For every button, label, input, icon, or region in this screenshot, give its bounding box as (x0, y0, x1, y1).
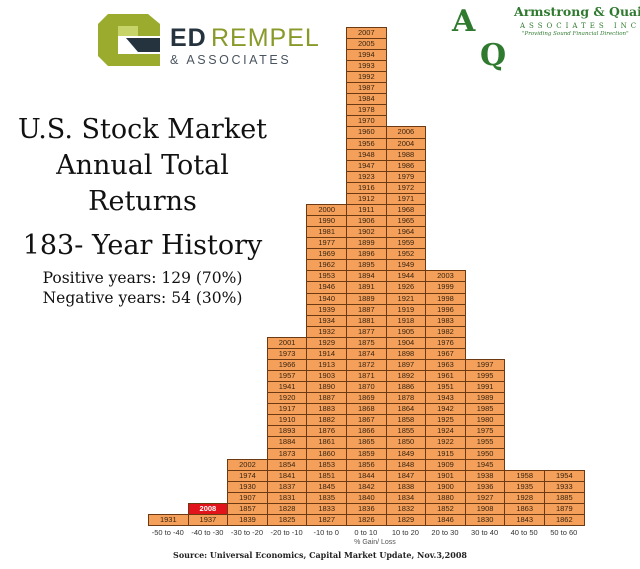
ed-rempel-emblem-icon (98, 14, 160, 66)
year-cell-1846: 1846 (425, 513, 466, 526)
logo-rempel-text: REMPEL (211, 24, 320, 52)
ed-rempel-logo: ED REMPEL & ASSOCIATES (98, 12, 320, 72)
x-axis-label: % Gain/ Loss (354, 539, 396, 546)
logo-associates-inc: ASSOCIATES INC. (520, 22, 640, 30)
source-note: Source: Universal Economics, Capital Mar… (173, 550, 467, 560)
year-cell-1827: 1827 (306, 513, 347, 526)
logo-q-letter: Q (480, 38, 507, 73)
logo-associates-text: & ASSOCIATES (170, 53, 292, 67)
title-line: U.S. Stock Market (17, 114, 268, 145)
logo-ed-text: ED (170, 24, 207, 52)
logo-tagline: "Providing Sound Financial Direction" (522, 31, 629, 37)
year-cell-1937: 1937 (187, 513, 229, 526)
year-stats: Positive years: 129 (70%) Negative years… (0, 268, 285, 308)
year-cell-1843: 1843 (504, 513, 545, 526)
year-cell-1972: 1972 (385, 181, 427, 194)
x-tick-label: -40 to -30 (191, 528, 224, 537)
x-tick-label: 50 to 60 (550, 528, 578, 537)
title-line: Annual Total (56, 150, 229, 181)
year-cell-1839: 1839 (227, 513, 268, 526)
x-tick-label: 10 to 20 (391, 528, 419, 537)
x-tick-label: 20 to 30 (431, 528, 459, 537)
year-cell-1826: 1826 (346, 513, 387, 526)
armstrong-quaile-logo: A Q Armstrong & Quaile ASSOCIATES INC. "… (440, 0, 640, 75)
year-cell-1830: 1830 (464, 513, 506, 526)
x-tick-label: 0 to 10 (354, 528, 378, 537)
title-line: 183- Year History (22, 230, 263, 261)
year-cell-1931: 1931 (148, 513, 189, 526)
x-tick-label: -30 to -20 (230, 528, 264, 537)
year-cell-1829: 1829 (385, 513, 427, 526)
logo-company-name: Armstrong & Quaile (514, 4, 640, 19)
logo-a-letter: A (452, 4, 476, 39)
x-tick-label: -50 to -40 (151, 528, 184, 537)
year-cell-1825: 1825 (266, 513, 308, 526)
x-tick-label: 30 to 40 (471, 528, 499, 537)
x-tick-label: 40 to 50 (510, 528, 538, 537)
x-tick-label: -10 to 0 (313, 528, 339, 537)
title-line: Returns (88, 186, 197, 217)
year-cell-1862: 1862 (544, 513, 585, 526)
chart-title: U.S. Stock Market Annual Total Returns 1… (0, 112, 285, 264)
year-cell-1988: 1988 (385, 148, 427, 161)
negative-years: Negative years: 54 (30%) (42, 289, 243, 307)
x-tick-label: -20 to -10 (270, 528, 303, 537)
positive-years: Positive years: 129 (70%) (42, 269, 243, 287)
